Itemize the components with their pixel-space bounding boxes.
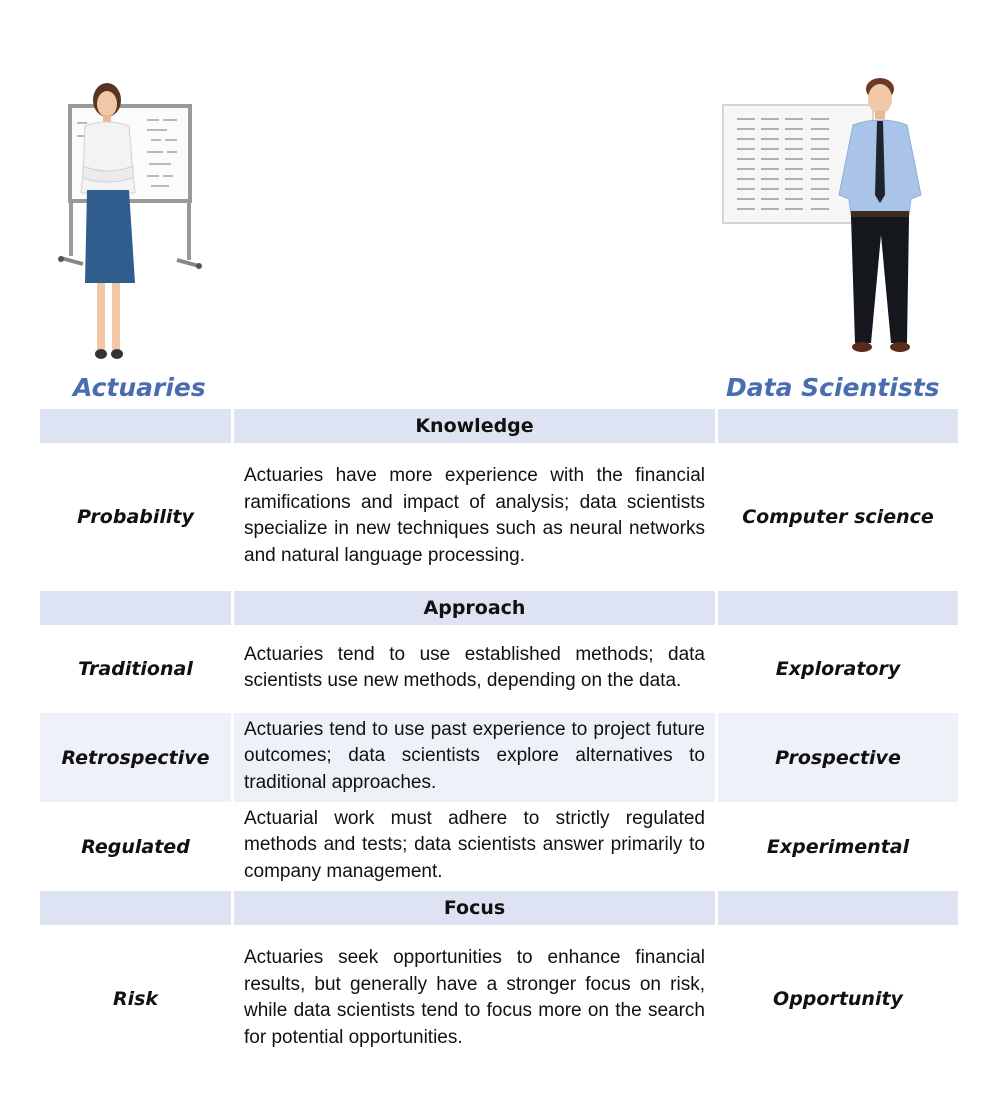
section-header-focus: Focus: [234, 891, 715, 925]
comparison-description: Actuaries seek opportunities to enhance …: [244, 947, 705, 1048]
table-row: Traditional Actuaries tend to use establ…: [40, 625, 958, 713]
data-scientist-trait: Experimental: [766, 835, 910, 858]
comparison-description: Actuaries tend to use past experience to…: [234, 713, 715, 802]
table-row: Probability Actuaries have more experien…: [40, 443, 958, 591]
actuary-trait: Traditional: [78, 658, 193, 680]
section-header-row: Knowledge: [40, 409, 958, 443]
table-row: Risk Actuaries seek opportunities to enh…: [40, 925, 958, 1073]
section-header-knowledge: Knowledge: [234, 409, 715, 443]
data-scientist-trait: Computer science: [742, 506, 934, 528]
data-scientist-trait: Exploratory: [775, 658, 901, 680]
comparison-description: Actuaries tend to use established method…: [244, 643, 705, 692]
actuary-trait: Regulated: [81, 835, 190, 858]
data-scientist-illustration: [722, 78, 922, 352]
actuary-trait: Retrospective: [40, 713, 231, 802]
section-header-left-cell: [40, 891, 231, 925]
table-row: Retrospective Actuaries tend to use past…: [40, 713, 958, 802]
actuary-trait: Risk: [112, 988, 159, 1010]
section-header-row: Focus: [40, 891, 958, 925]
section-header-row: Approach: [40, 591, 958, 625]
data-scientists-title: Data Scientists: [726, 373, 940, 402]
actuary-trait: Probability: [77, 506, 194, 528]
section-header-left-cell: [40, 409, 231, 443]
data-scientist-trait: Opportunity: [773, 988, 903, 1010]
section-header-approach: Approach: [234, 591, 715, 625]
comparison-table: Knowledge Probability Actuaries have mor…: [37, 409, 961, 1073]
data-scientist-trait: Prospective: [718, 713, 958, 802]
section-header-left-cell: [40, 591, 231, 625]
comparison-description: Actuarial work must adhere to strictly r…: [244, 807, 705, 882]
section-header-right-cell: [718, 591, 958, 625]
section-header-right-cell: [718, 891, 958, 925]
table-row: Regulated Actuarial work must adhere to …: [40, 802, 958, 891]
actuary-illustration: [58, 83, 202, 359]
comparison-description: Actuaries have more experience with the …: [244, 465, 705, 566]
actuaries-title: Actuaries: [73, 373, 206, 402]
section-header-right-cell: [718, 409, 958, 443]
